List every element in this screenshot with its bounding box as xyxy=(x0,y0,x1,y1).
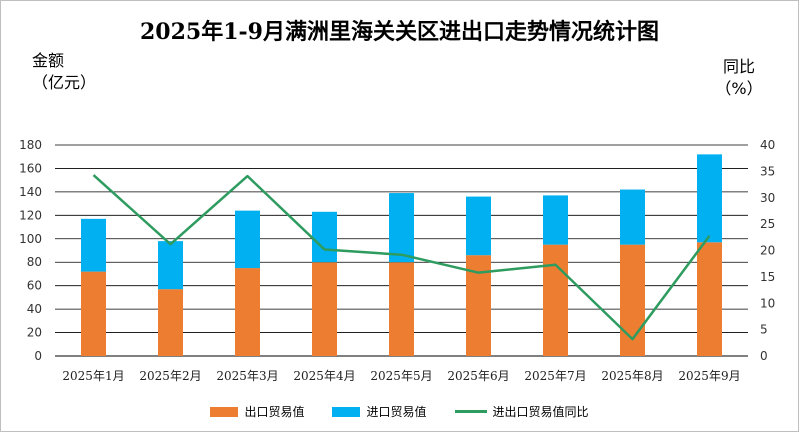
bar-export xyxy=(235,268,260,356)
bar-export xyxy=(389,262,414,356)
x-tick-label: 2025年2月 xyxy=(139,369,201,383)
bar-import xyxy=(235,210,260,269)
x-tick-label: 2025年6月 xyxy=(447,369,509,383)
bar-import xyxy=(312,211,337,263)
bar-import xyxy=(543,195,568,245)
right-axis-label-line2: （%） xyxy=(715,79,763,98)
bar-export xyxy=(312,262,337,356)
bar-import xyxy=(620,189,645,245)
y-tick-label: 20 xyxy=(27,326,42,340)
y2-tick-label: 20 xyxy=(760,244,775,258)
y-tick-label: 40 xyxy=(27,302,42,316)
x-tick-label: 2025年4月 xyxy=(293,369,355,383)
y-tick-label: 80 xyxy=(27,255,42,269)
y-tick-label: 180 xyxy=(19,138,42,152)
x-tick-label: 2025年7月 xyxy=(524,369,586,383)
y2-tick-label: 15 xyxy=(760,270,775,284)
bar-export xyxy=(158,289,183,356)
y-tick-label: 100 xyxy=(19,232,42,246)
line-yoy xyxy=(92,174,711,341)
legend-label-import: 进口贸易值 xyxy=(366,405,427,419)
legend-item-yoy: 进出口贸易值同比 xyxy=(454,403,589,420)
left-axis-label-line1: 金额 xyxy=(32,51,65,70)
y2-tick-label: 35 xyxy=(760,164,775,178)
legend-item-import: 进口贸易值 xyxy=(332,403,427,420)
legend: 出口贸易值 进口贸易值 进出口贸易值同比 xyxy=(0,403,799,420)
y-tick-label: 160 xyxy=(19,161,42,175)
legend-item-export: 出口贸易值 xyxy=(210,403,304,420)
legend-swatch-export xyxy=(210,406,239,417)
bar-export xyxy=(697,242,722,356)
left-axis-label: 金额 （亿元） xyxy=(32,50,96,94)
right-axis-label: 同比 （%） xyxy=(702,56,776,100)
legend-label-export: 出口贸易值 xyxy=(244,405,305,419)
x-tick-label: 2025年9月 xyxy=(678,369,740,383)
legend-swatch-yoy xyxy=(454,410,487,413)
y-tick-label: 0 xyxy=(34,349,42,363)
chart-plot: 0 20 40 60 80 100 120 140 160 180 0 5 10 15 20 25 30 35 40… xyxy=(19,138,775,383)
y-tick-label: 140 xyxy=(19,185,42,199)
bar-import xyxy=(466,196,491,256)
y-tick-label: 60 xyxy=(27,279,42,293)
bar-export xyxy=(543,244,568,356)
legend-label-yoy: 进出口贸易值同比 xyxy=(492,405,589,419)
bar-import xyxy=(81,218,106,272)
bar-export xyxy=(81,271,106,356)
y2-tick-label: 30 xyxy=(760,191,775,205)
y2-tick-label: 40 xyxy=(760,138,775,152)
x-tick-label: 2025年3月 xyxy=(216,369,278,383)
x-tick-label: 2025年5月 xyxy=(370,369,432,383)
chart-title: 2025年1-9月满洲里海关关区进出口走势情况统计图 xyxy=(140,19,659,45)
bar-import xyxy=(697,154,722,243)
y2-tick-label: 25 xyxy=(760,217,775,231)
x-tick-label: 2025年8月 xyxy=(601,369,663,383)
legend-swatch-import xyxy=(332,406,361,417)
right-axis-label-line1: 同比 xyxy=(722,57,755,76)
bar-import xyxy=(389,193,414,263)
y2-tick-label: 5 xyxy=(760,323,768,337)
y-tick-label: 120 xyxy=(19,208,42,222)
left-axis-label-line2: （亿元） xyxy=(32,73,97,92)
x-tick-label: 2025年1月 xyxy=(62,369,124,383)
bar-import xyxy=(158,241,183,290)
y2-tick-label: 0 xyxy=(760,349,768,363)
y2-tick-label: 10 xyxy=(760,296,775,310)
